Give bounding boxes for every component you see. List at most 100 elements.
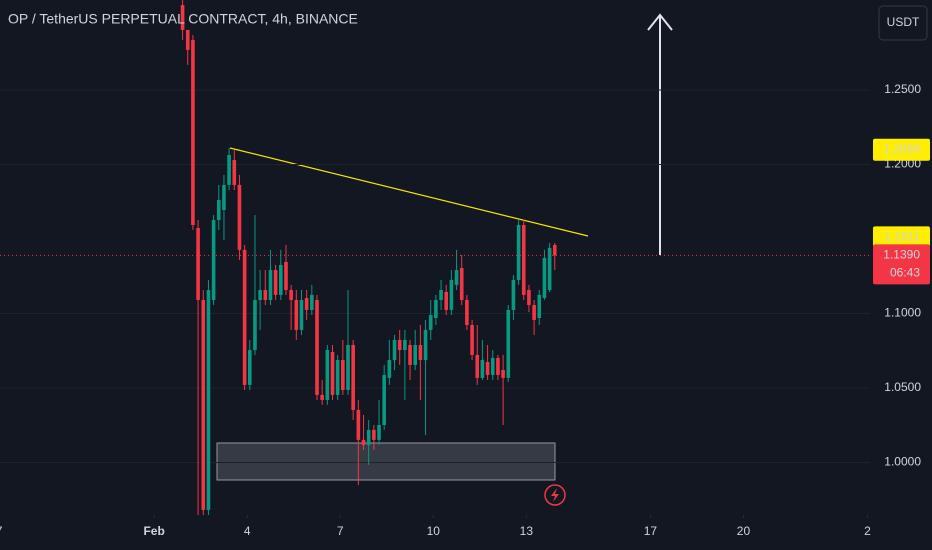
candle-body [211,219,216,300]
candle-body [180,5,185,30]
candle-body [413,344,418,365]
currency-button[interactable] [878,5,928,41]
candle-body [552,244,557,256]
candle-body [284,261,288,290]
currency-label: USDT [887,15,920,29]
candle-body [537,294,542,319]
y-tick-label: 1.0000 [884,455,921,469]
x-tick-label: 17 [644,524,658,538]
candle-body [408,344,412,365]
chart-title: OP / TetherUS PERPETUAL CONTRACT, 4h, BI… [8,11,358,27]
candle-body [490,357,495,375]
countdown: 06:43 [890,266,920,280]
x-tick-label: 4 [244,524,251,538]
price-tag-label: 1.1511 [884,230,920,244]
y-tick-label: 1.1000 [884,306,921,320]
candle-body [470,325,474,355]
candle-body [232,160,237,185]
x-tick-label: Feb [143,524,164,538]
candle-body [196,227,200,300]
candle-body [310,294,314,310]
price-tag-label: 1.2099 [883,142,920,156]
candle-body [377,424,381,440]
candle-body [449,280,454,310]
x-tick-label: 20 [737,524,751,538]
candle-body [304,298,309,310]
x-tick-label: 7 [337,524,344,538]
candle-body [227,154,231,185]
candle-body [185,29,190,50]
candle-body [382,374,386,425]
candle-body [263,289,268,300]
candle-body [392,339,397,361]
candle-body [222,184,226,210]
candle-body [247,350,252,385]
candle-body [501,370,505,378]
candle-body [201,299,206,510]
candle-body [325,350,330,400]
price-tag [873,244,930,285]
candle-body [361,439,366,445]
candle-body [315,299,319,395]
candle-body [418,344,423,361]
candle-body [444,291,449,310]
candle-body [434,299,438,319]
candle-body [532,305,536,320]
candle-body [294,299,299,330]
y-tick-label: 1.0500 [884,380,921,394]
candle-body [475,354,480,378]
price-tag [873,226,930,249]
candle-body [273,270,278,295]
candle-body [511,280,516,310]
candle-body [278,264,283,295]
candle-body [330,351,335,395]
candle-body [496,357,500,375]
candle-body [485,361,490,375]
candle-body [542,257,547,299]
plot-area [0,0,870,515]
target-arrowhead [647,13,673,31]
candle-body [242,249,247,385]
candle-body [397,339,402,351]
x-tick-label: 10 [427,524,441,538]
candle-body [320,394,324,400]
candle-body [346,344,350,390]
candle-body [423,329,428,361]
candle-body [480,360,485,378]
candle-body [459,267,464,300]
candle-body [516,225,521,281]
candle-body [206,289,211,510]
x-tick-label: 2 [864,524,871,538]
candle-body [253,299,257,351]
candle-body [299,299,304,330]
candle-body [527,289,531,306]
support-zone [216,442,556,481]
candle-body [547,247,552,290]
candle-body [366,429,371,445]
candle-body [191,39,195,226]
candle-body [454,270,459,285]
candle-body [506,309,511,378]
price-tag-label: 1.1390 [883,248,920,262]
candle-body [428,315,433,330]
candle-body [356,409,361,440]
trend-line [229,147,589,237]
candle-body [258,289,262,300]
candle-body [351,344,355,410]
candle-body [237,184,242,250]
x-tick-label: 13 [520,524,534,538]
candle-body [465,299,469,326]
candle-body [372,429,376,440]
candle-body [268,270,273,300]
x-tick-label: 7 [0,524,3,538]
candle-body [521,225,526,295]
candle-body [335,360,340,395]
candle-body [387,360,392,378]
alert-icon[interactable] [544,484,566,506]
candle-body [216,199,221,220]
candle-body [341,360,345,390]
price-tag [873,138,930,161]
y-tick-label: 1.2500 [884,82,921,96]
candle-body [439,289,443,300]
